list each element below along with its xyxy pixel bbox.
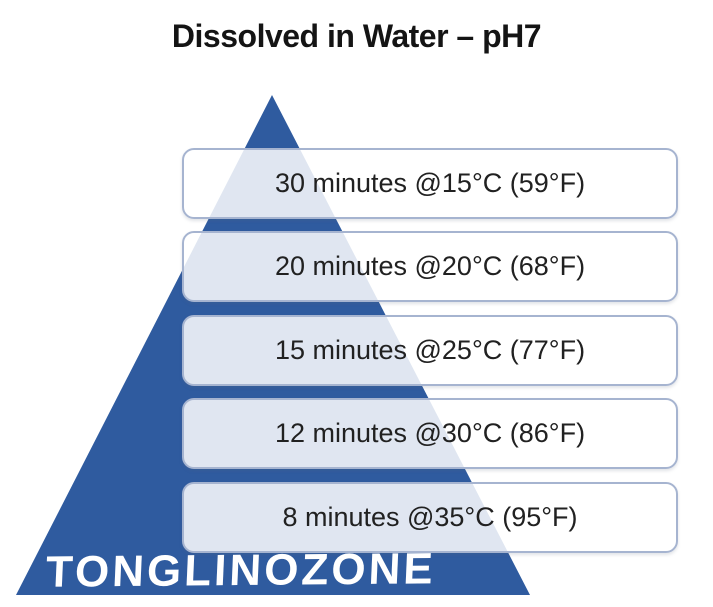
pyramid-level-3: 15 minutes @25°C (77°F): [182, 315, 678, 386]
watermark-text: TONGLINOZONE: [44, 544, 437, 597]
level-2-label: 20 minutes @20°C (68°F): [274, 251, 586, 281]
level-4-label: 12 minutes @30°C (86°F): [274, 418, 586, 448]
level-1-label: 30 minutes @15°C (59°F): [274, 168, 586, 198]
pyramid-level-4: 12 minutes @30°C (86°F): [182, 398, 678, 469]
pyramid-level-1: 30 minutes @15°C (59°F): [182, 148, 678, 219]
level-3-label: 15 minutes @25°C (77°F): [274, 335, 586, 365]
level-5-label: 8 minutes @35°C (95°F): [282, 502, 578, 532]
page-title: Dissolved in Water – pH7: [171, 18, 542, 54]
pyramid-level-5: 8 minutes @35°C (95°F): [182, 482, 678, 553]
pyramid-level-2: 20 minutes @20°C (68°F): [182, 231, 678, 302]
